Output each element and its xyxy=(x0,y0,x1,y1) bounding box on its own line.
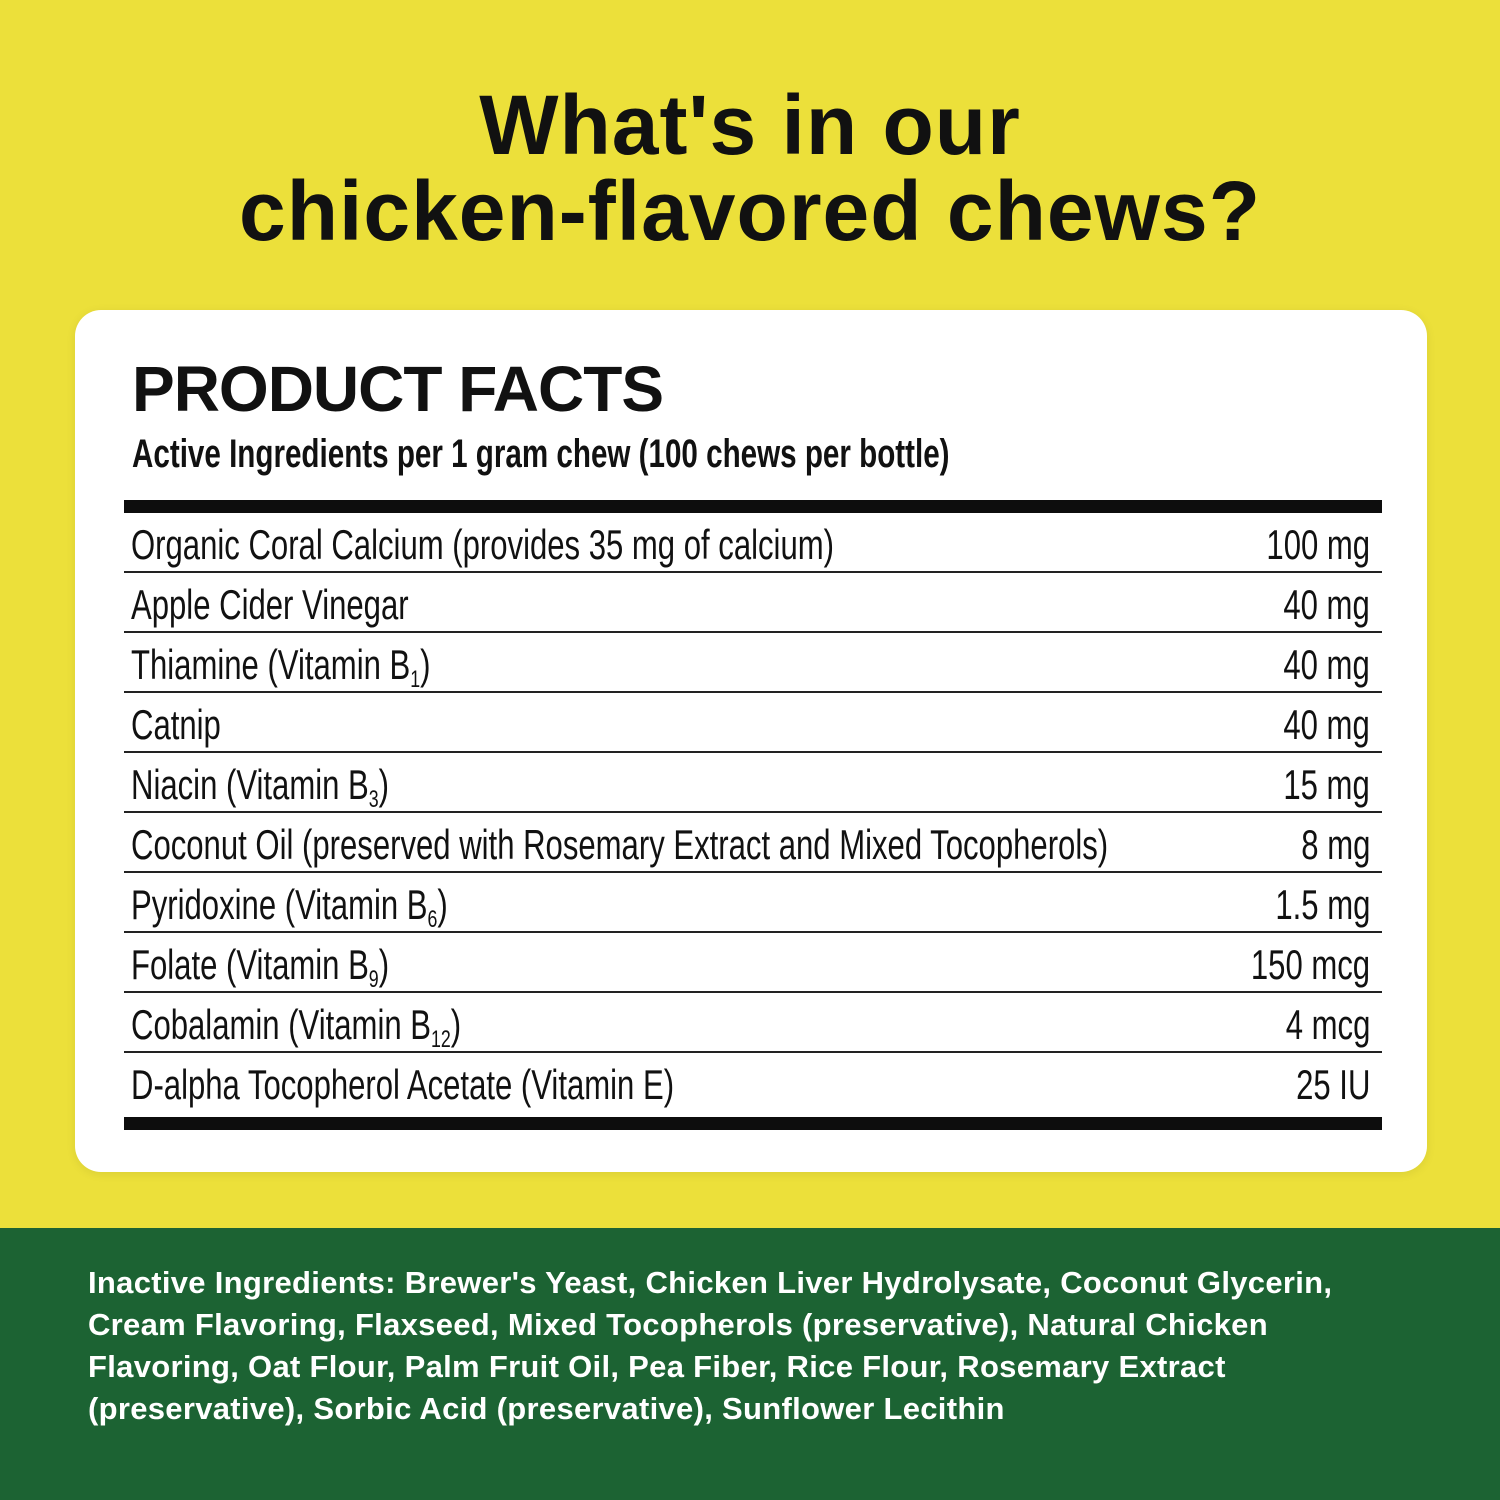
table-row: Catnip 40 mg xyxy=(124,693,1382,753)
inactive-ingredients-panel: Inactive Ingredients: Brewer's Yeast, Ch… xyxy=(0,1228,1500,1500)
ingredient-name: Niacin (Vitamin B3) xyxy=(131,761,389,814)
ingredient-amount: 40 mg xyxy=(1283,701,1370,748)
ingredient-name-text: Apple Cider Vinegar xyxy=(131,581,409,628)
suffix: ) xyxy=(378,761,390,808)
ingredient-name-text: Thiamine (Vitamin B xyxy=(131,641,411,688)
table-row: Coconut Oil (preserved with Rosemary Ext… xyxy=(124,813,1382,873)
ingredients-table: Organic Coral Calcium (provides 35 mg of… xyxy=(124,513,1382,1111)
suffix: ) xyxy=(437,881,448,928)
ingredient-amount: 8 mg xyxy=(1300,821,1370,868)
ingredient-name-text: Cobalamin (Vitamin B xyxy=(131,1001,432,1048)
headline-line-1: What's in our xyxy=(479,78,1021,172)
suffix: ) xyxy=(378,941,390,988)
ingredient-name: Pyridoxine (Vitamin B6) xyxy=(131,881,448,934)
ingredient-amount: 150 mcg xyxy=(1250,941,1370,988)
table-row: Thiamine (Vitamin B1) 40 mg xyxy=(124,633,1382,693)
inactive-label: Inactive Ingredients: xyxy=(88,1265,396,1300)
ingredient-amount: 40 mg xyxy=(1283,641,1370,688)
top-divider xyxy=(124,500,1382,513)
ingredient-name-text: Catnip xyxy=(131,701,221,748)
subscript: 12 xyxy=(431,1026,451,1053)
table-row: Niacin (Vitamin B3) 15 mg xyxy=(124,753,1382,813)
ingredient-name-text: Niacin (Vitamin B xyxy=(131,761,369,808)
ingredient-amount: 40 mg xyxy=(1283,581,1370,628)
ingredient-name: Catnip xyxy=(131,701,221,749)
table-row: Organic Coral Calcium (provides 35 mg of… xyxy=(124,513,1382,573)
inactive-ingredients: Inactive Ingredients: Brewer's Yeast, Ch… xyxy=(88,1262,1378,1430)
ingredient-name: D-alpha Tocopherol Acetate (Vitamin E) xyxy=(131,1061,674,1109)
ingredient-amount: 1.5 mg xyxy=(1274,881,1370,928)
ingredient-name: Cobalamin (Vitamin B12) xyxy=(131,1001,461,1054)
ingredient-name-text: Pyridoxine (Vitamin B xyxy=(131,881,428,928)
suffix: ) xyxy=(420,641,431,688)
subscript: 9 xyxy=(368,966,379,993)
ingredient-name: Thiamine (Vitamin B1) xyxy=(131,641,431,694)
suffix: ) xyxy=(450,1001,462,1048)
ingredient-amount: 100 mg xyxy=(1266,521,1370,568)
ingredient-name-text: D-alpha Tocopherol Acetate (Vitamin E) xyxy=(131,1061,675,1108)
ingredient-name: Folate (Vitamin B9) xyxy=(131,941,389,994)
ingredient-name: Organic Coral Calcium (provides 35 mg of… xyxy=(131,521,834,569)
subscript: 1 xyxy=(410,666,421,693)
table-row: D-alpha Tocopherol Acetate (Vitamin E) 25… xyxy=(124,1053,1382,1111)
table-row: Cobalamin (Vitamin B12) 4 mcg xyxy=(124,993,1382,1053)
ingredient-amount: 15 mg xyxy=(1283,761,1370,808)
table-row: Pyridoxine (Vitamin B6) 1.5 mg xyxy=(124,873,1382,933)
product-facts-card: PRODUCT FACTS Active Ingredients per 1 g… xyxy=(75,310,1427,1172)
bottom-divider xyxy=(124,1117,1382,1130)
subscript: 6 xyxy=(427,906,438,933)
ingredient-amount: 4 mcg xyxy=(1285,1001,1370,1048)
card-subtitle: Active Ingredients per 1 gram chew (100 … xyxy=(132,432,950,476)
ingredient-name-text: Organic Coral Calcium (provides 35 mg of… xyxy=(131,521,834,568)
ingredient-name: Coconut Oil (preserved with Rosemary Ext… xyxy=(131,821,1108,869)
ingredient-amount: 25 IU xyxy=(1295,1061,1370,1108)
ingredient-name-text: Coconut Oil (preserved with Rosemary Ext… xyxy=(131,821,1109,868)
subscript: 3 xyxy=(368,786,379,813)
headline: What's in our chicken-flavored chews? xyxy=(0,82,1500,254)
ingredient-name: Apple Cider Vinegar xyxy=(131,581,409,629)
headline-line-2: chicken-flavored chews? xyxy=(238,164,1262,258)
table-row: Apple Cider Vinegar 40 mg xyxy=(124,573,1382,633)
card-title: PRODUCT FACTS xyxy=(132,353,664,425)
ingredient-name-text: Folate (Vitamin B xyxy=(131,941,369,988)
table-row: Folate (Vitamin B9) 150 mcg xyxy=(124,933,1382,993)
inactive-text: Brewer's Yeast, Chicken Liver Hydrolysat… xyxy=(88,1265,1333,1426)
